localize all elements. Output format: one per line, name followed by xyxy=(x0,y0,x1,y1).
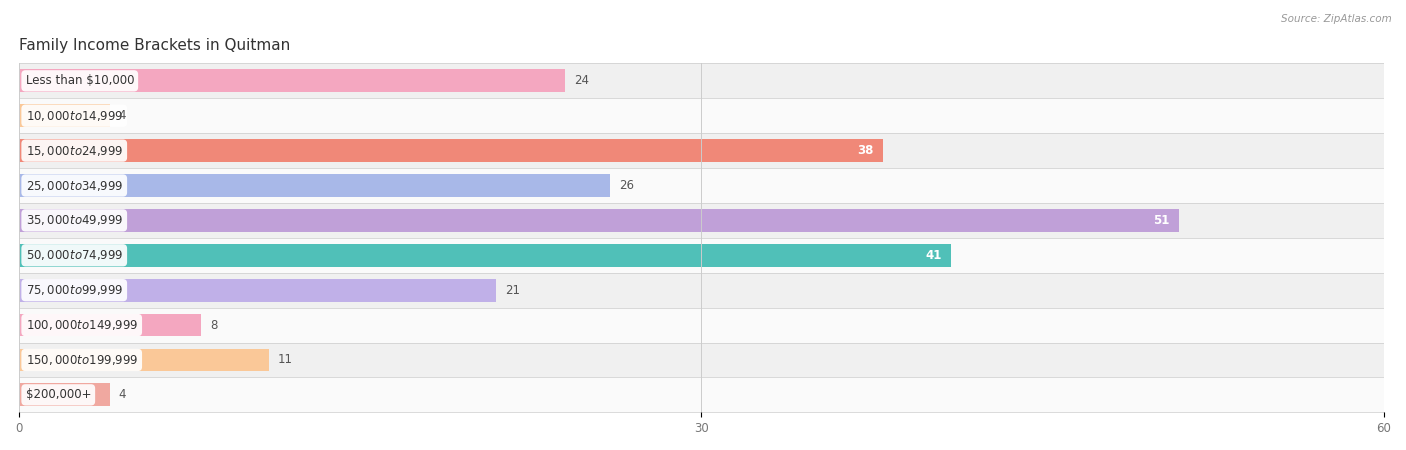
Text: Source: ZipAtlas.com: Source: ZipAtlas.com xyxy=(1281,14,1392,23)
Bar xyxy=(18,133,1384,168)
Text: 4: 4 xyxy=(118,109,127,122)
Text: 41: 41 xyxy=(927,249,942,262)
Bar xyxy=(18,63,1384,98)
Text: $200,000+: $200,000+ xyxy=(25,388,91,401)
Bar xyxy=(18,104,110,127)
Text: 21: 21 xyxy=(506,284,520,297)
Text: $75,000 to $99,999: $75,000 to $99,999 xyxy=(25,283,122,297)
Text: 26: 26 xyxy=(619,179,634,192)
Bar xyxy=(18,314,201,337)
Bar xyxy=(18,378,1384,412)
Bar xyxy=(18,273,1384,308)
Text: 38: 38 xyxy=(858,144,875,157)
Text: 11: 11 xyxy=(278,353,292,366)
Text: 8: 8 xyxy=(209,319,217,332)
Text: $15,000 to $24,999: $15,000 to $24,999 xyxy=(25,144,122,158)
Text: $100,000 to $149,999: $100,000 to $149,999 xyxy=(25,318,138,332)
Bar xyxy=(18,342,1384,378)
Bar xyxy=(18,279,496,302)
Bar xyxy=(18,244,952,266)
Bar xyxy=(18,69,565,92)
Text: $50,000 to $74,999: $50,000 to $74,999 xyxy=(25,248,122,262)
Bar xyxy=(18,209,1178,232)
Text: 24: 24 xyxy=(574,74,589,87)
Bar xyxy=(18,98,1384,133)
Text: $150,000 to $199,999: $150,000 to $199,999 xyxy=(25,353,138,367)
Text: 4: 4 xyxy=(118,388,127,401)
Text: Family Income Brackets in Quitman: Family Income Brackets in Quitman xyxy=(18,37,290,53)
Text: 51: 51 xyxy=(1153,214,1170,227)
Text: $10,000 to $14,999: $10,000 to $14,999 xyxy=(25,109,122,123)
Bar xyxy=(18,174,610,197)
Bar xyxy=(18,383,110,406)
Bar xyxy=(18,168,1384,203)
Text: $25,000 to $34,999: $25,000 to $34,999 xyxy=(25,179,122,193)
Bar xyxy=(18,349,269,371)
Bar xyxy=(18,238,1384,273)
Bar xyxy=(18,139,883,162)
Bar xyxy=(18,308,1384,342)
Text: $35,000 to $49,999: $35,000 to $49,999 xyxy=(25,213,122,227)
Text: Less than $10,000: Less than $10,000 xyxy=(25,74,134,87)
Bar xyxy=(18,203,1384,238)
